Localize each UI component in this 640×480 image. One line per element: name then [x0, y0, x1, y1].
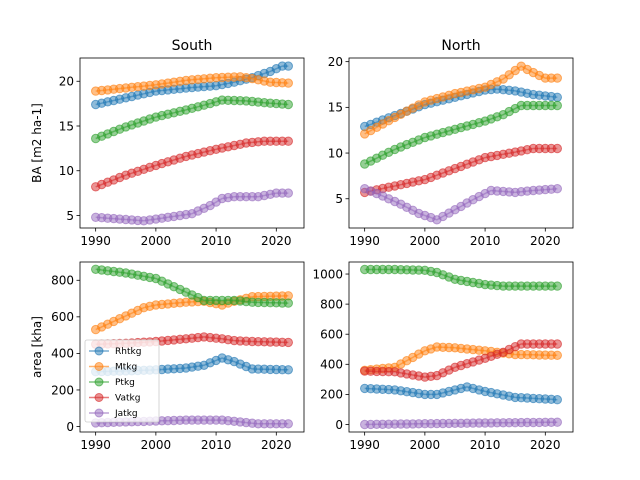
legend-label: Vatkg: [115, 394, 140, 404]
legend-item: Ptkg: [89, 377, 135, 388]
panel-2: 1990 2000 2010 2020 5 10 15 20 North: [328, 38, 574, 248]
panel-title: North: [441, 38, 480, 54]
y-tick-label: 5: [335, 192, 343, 206]
legend-swatch-marker: [94, 377, 104, 387]
legend-box: [84, 339, 160, 423]
legend-label: Ptkg: [115, 378, 135, 388]
data-point: [552, 184, 562, 194]
x-tick-label: 2020: [261, 438, 292, 452]
x-tick-label: 1990: [80, 234, 111, 248]
legend-item: Jatkg: [89, 408, 138, 419]
y-tick-label: 200: [320, 388, 343, 402]
data-point: [552, 100, 562, 111]
data-point: [283, 337, 293, 348]
y-tick-label: 15: [328, 101, 343, 115]
series-ptkg: [360, 100, 562, 169]
x-tick-label: 2010: [201, 438, 232, 452]
legend-item: Rhtkg: [89, 346, 141, 357]
data-point: [552, 92, 562, 103]
series-mtkg: [91, 72, 293, 96]
data-point: [283, 365, 293, 375]
y-tick-label: 15: [59, 119, 74, 133]
panel-title: South: [172, 38, 213, 54]
legend: Rhtkg Mtkg Ptkg Vatkg Jatkg: [84, 339, 160, 423]
data-point: [283, 99, 293, 110]
legend-item: Vatkg: [89, 393, 140, 404]
y-tick-label: 800: [51, 274, 74, 288]
y-tick-label: 20: [328, 55, 343, 69]
panel-1: 1990 2000 2010 2020 5 10 15 20 South BA [m2 ha-1]: [30, 38, 305, 248]
y-tick-label: 10: [328, 146, 343, 160]
series-line: [95, 140, 289, 188]
legend-item: Mtkg: [89, 362, 137, 373]
y-tick-label: 1000: [312, 267, 343, 281]
series-ptkg: [91, 95, 293, 144]
x-tick-label: 2020: [261, 234, 292, 248]
legend-swatch-marker: [94, 346, 104, 356]
y-tick-label: 200: [51, 383, 74, 397]
y-tick-label: 400: [320, 358, 343, 372]
series-vatkg: [360, 143, 562, 198]
y-tick-label: 20: [59, 75, 74, 89]
y-tick-label: 0: [66, 420, 74, 434]
axes-frame: [348, 261, 574, 433]
x-tick-label: 2000: [141, 234, 172, 248]
y-tick-label: 800: [320, 297, 343, 311]
y-tick-label: 600: [320, 328, 343, 342]
y-tick-label: 0: [335, 418, 343, 432]
y-tick-label: 600: [51, 310, 74, 324]
legend-label: Jatkg: [114, 409, 138, 419]
x-tick-label: 1990: [80, 438, 111, 452]
data-point: [283, 298, 293, 308]
data-point: [283, 136, 293, 146]
series-ptkg: [360, 264, 562, 291]
series-rhtkg: [360, 382, 562, 405]
x-tick-label: 2010: [470, 438, 501, 452]
series-jatkg: [360, 417, 562, 430]
axes-frame: [79, 261, 305, 433]
y-tick-label: 10: [59, 164, 74, 178]
x-tick-label: 1990: [349, 234, 380, 248]
series-jatkg: [91, 188, 293, 226]
panel-3: 1990 2000 2010 2020 0 200 400 600 800 area [kha] R…: [30, 261, 305, 452]
data-point: [552, 281, 562, 291]
data-point: [552, 73, 562, 83]
data-point: [552, 417, 562, 427]
legend-swatch-marker: [94, 408, 104, 418]
series-mtkg: [360, 61, 562, 139]
data-point: [552, 143, 562, 154]
x-tick-label: 2010: [201, 234, 232, 248]
data-point: [283, 419, 293, 429]
legend-label: Mtkg: [115, 363, 137, 373]
y-tick-label: 5: [66, 209, 74, 223]
legend-swatch-marker: [94, 362, 104, 371]
axes-frame: [348, 57, 574, 229]
y-axis-label: area [kha]: [30, 316, 44, 378]
axes-frame: [79, 57, 305, 229]
series-vatkg: [91, 136, 293, 192]
panel-4: 1990 2000 2010 2020 0 200 400 600 800 1000: [312, 261, 574, 452]
legend-swatch-marker: [94, 393, 104, 402]
data-point: [552, 350, 562, 360]
series-jatkg: [360, 184, 562, 225]
x-tick-label: 2000: [410, 438, 441, 452]
data-point: [552, 395, 562, 405]
data-point: [552, 339, 562, 349]
legend-label: Rhtkg: [115, 347, 141, 357]
x-tick-label: 2000: [410, 234, 441, 248]
y-tick-label: 400: [51, 347, 74, 361]
x-tick-label: 2020: [530, 438, 561, 452]
series-vatkg: [360, 339, 562, 382]
data-point: [283, 61, 293, 71]
x-tick-label: 1990: [349, 438, 380, 452]
data-point: [283, 188, 293, 198]
y-axis-label: BA [m2 ha-1]: [30, 103, 44, 183]
x-tick-label: 2010: [470, 234, 501, 248]
series-ptkg: [91, 264, 293, 308]
data-point: [283, 78, 293, 88]
x-tick-label: 2020: [530, 234, 561, 248]
x-tick-label: 2000: [141, 438, 172, 452]
